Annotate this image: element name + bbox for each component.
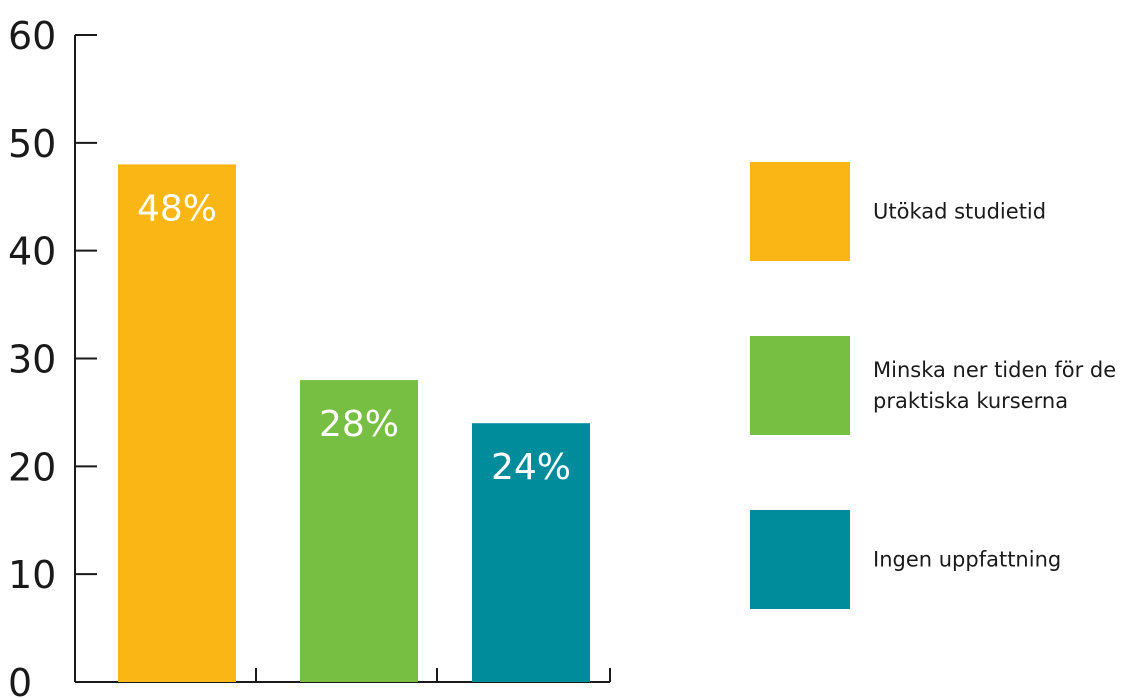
y-tick-label: 30 <box>8 338 56 382</box>
bar-data-label: 48% <box>137 188 217 229</box>
bar-data-label: 24% <box>491 447 571 488</box>
bar-1 <box>118 164 236 682</box>
bar-data-label: 28% <box>319 404 399 445</box>
bar-2 <box>300 380 418 682</box>
y-tick-label: 0 <box>8 661 32 699</box>
legend-label: Minska ner tiden för de <box>873 358 1116 382</box>
legend-swatch-2 <box>750 336 850 435</box>
bar-3 <box>472 423 590 682</box>
chart-bars: 48% 28% 24% <box>118 164 590 682</box>
y-tick-label: 10 <box>8 553 56 597</box>
y-tick-label: 20 <box>8 445 56 489</box>
chart-axes: 0 10 20 30 40 50 60 <box>8 14 611 699</box>
y-tick-label: 40 <box>8 230 56 274</box>
y-tick-label: 60 <box>8 14 56 58</box>
legend-swatch-1 <box>750 162 850 261</box>
legend-label: Utökad studietid <box>873 200 1046 224</box>
legend-label: Ingen uppfattning <box>873 548 1061 572</box>
chart-legend: Utökad studietid Minska ner tiden för de p… <box>750 162 1116 609</box>
legend-label: praktiska kurserna <box>873 389 1068 413</box>
y-tick-label: 50 <box>8 122 56 166</box>
legend-swatch-3 <box>750 510 850 609</box>
